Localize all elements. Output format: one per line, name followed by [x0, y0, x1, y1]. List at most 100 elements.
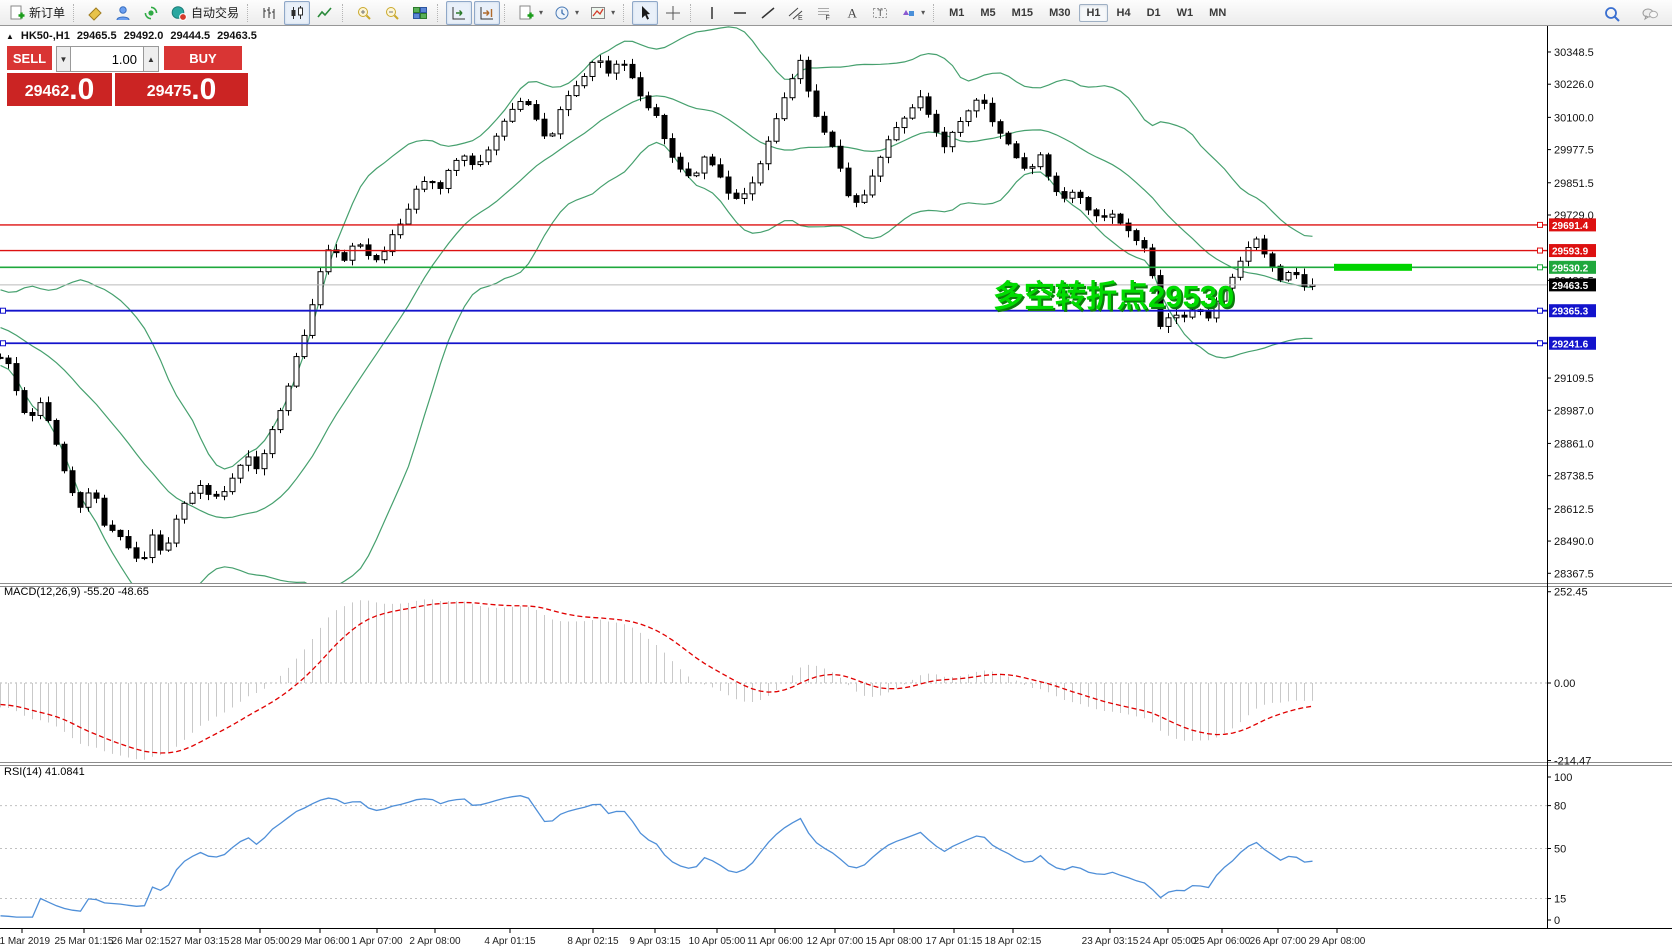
indicators-menu-button[interactable]: ▾: [585, 1, 619, 25]
svg-text:27 Mar 03:15: 27 Mar 03:15: [171, 936, 230, 947]
svg-text:252.45: 252.45: [1554, 587, 1588, 599]
highlight-segment[interactable]: [1334, 263, 1412, 271]
svg-text:4 Apr 01:15: 4 Apr 01:15: [484, 936, 536, 947]
chevron-down-icon: ▾: [539, 8, 544, 17]
svg-text:26 Mar 02:15: 26 Mar 02:15: [112, 936, 171, 947]
symbol-period-label: HK50-,H1: [20, 30, 70, 42]
new-order-button[interactable]: 新订单: [4, 1, 69, 25]
price-tag: 29691.4: [1549, 218, 1596, 232]
timeframe-d1-button[interactable]: D1: [1146, 6, 1161, 19]
zoom-in-button[interactable]: [351, 1, 377, 25]
timeframe-m1-button[interactable]: M1: [949, 6, 965, 19]
tile-windows-button[interactable]: [407, 1, 433, 25]
volume-input[interactable]: 1.00: [71, 46, 143, 72]
timeframe-m5-button[interactable]: M5: [980, 6, 996, 19]
ohlc-low: 29444.5: [170, 30, 211, 42]
svg-text:28367.5: 28367.5: [1554, 568, 1594, 580]
trendline-tool-button[interactable]: [755, 1, 781, 25]
svg-text:29241.6: 29241.6: [1552, 339, 1589, 350]
timeframe-h1-button[interactable]: H1: [1079, 3, 1108, 22]
linechart-icon: [317, 6, 332, 17]
svg-text:25 Mar 01:15: 25 Mar 01:15: [55, 936, 114, 947]
chart-shift-icon: [480, 6, 494, 19]
svg-text:30100.0: 30100.0: [1554, 112, 1594, 124]
chart-title: ▲ HK50-,H1 29465.5 29492.0 29444.5 29463…: [6, 30, 257, 42]
sell-button[interactable]: SELL: [7, 46, 52, 72]
ohlc-open: 29465.5: [76, 30, 117, 42]
svg-text:28861.0: 28861.0: [1554, 438, 1594, 450]
macd-histogram: [0, 599, 1313, 760]
zoom-out-button[interactable]: [379, 1, 405, 25]
profile-button[interactable]: [110, 1, 136, 25]
svg-text:29109.5: 29109.5: [1554, 373, 1594, 385]
horizontal-line[interactable]: [0, 307, 1547, 314]
horizontal-line[interactable]: [0, 340, 1547, 347]
timeframe-mn-button[interactable]: MN: [1209, 6, 1227, 19]
new-order-icon: [519, 5, 534, 19]
line-chart-button[interactable]: [312, 1, 338, 25]
svg-text:12 Apr 07:00: 12 Apr 07:00: [807, 936, 864, 947]
auto-scroll-button[interactable]: [446, 0, 473, 25]
buy-price-main: 29475: [146, 83, 192, 100]
price-tag: 29463.5: [1549, 278, 1596, 292]
vline-icon: [711, 6, 713, 19]
timeframe-m15-button[interactable]: M15: [1011, 6, 1034, 19]
textbox-tool-button[interactable]: T: [867, 1, 893, 25]
volume-up-button[interactable]: ▲: [143, 46, 159, 72]
svg-text:21 Mar 2019: 21 Mar 2019: [0, 936, 51, 947]
macd-signal-line: [0, 601, 1313, 754]
cursor-tool-button[interactable]: [632, 0, 659, 25]
buy-price[interactable]: 29475.0: [115, 73, 248, 106]
svg-text:24 Apr 05:00: 24 Apr 05:00: [1140, 936, 1197, 947]
svg-text:15: 15: [1554, 894, 1566, 906]
vline-tool-button[interactable]: [699, 1, 725, 25]
textbox-icon: T: [873, 7, 888, 18]
shapes-menu-button[interactable]: ▾: [895, 1, 929, 25]
svg-text:A: A: [848, 5, 858, 20]
sell-price[interactable]: 29462.0: [7, 73, 112, 106]
text-tool-button[interactable]: A: [839, 1, 865, 25]
new-order-menu-button[interactable]: ▾: [513, 1, 547, 25]
timeframe-h4-button[interactable]: H4: [1116, 6, 1131, 19]
buy-button[interactable]: BUY: [164, 46, 242, 72]
toolbar-separator: [437, 3, 442, 22]
chart-shift-button[interactable]: [474, 0, 501, 25]
signals-button[interactable]: [138, 1, 164, 25]
chart-annotation-text[interactable]: 多空转折点29530: [993, 279, 1235, 314]
autotrade-button[interactable]: 自动交易: [166, 1, 243, 25]
crosshair-tool-button[interactable]: [660, 1, 686, 25]
autotrade-icon: [171, 5, 187, 21]
svg-text:26 Apr 07:00: 26 Apr 07:00: [1250, 936, 1307, 947]
fibonacci-tool-button[interactable]: F: [811, 1, 837, 25]
horizontal-line[interactable]: [0, 221, 1547, 228]
svg-text:23 Apr 03:15: 23 Apr 03:15: [1082, 936, 1139, 947]
price-axis[interactable]: 30348.530226.030100.029977.529851.529729…: [1547, 47, 1594, 927]
volume-down-button[interactable]: ▼: [56, 46, 71, 72]
search-button[interactable]: [1599, 2, 1625, 26]
hline-tool-button[interactable]: [727, 1, 753, 25]
eraser-tool-button[interactable]: [82, 1, 108, 25]
main-price-pane: [0, 26, 1547, 583]
chat-icon: [1642, 8, 1658, 21]
community-chat-button[interactable]: [1637, 2, 1663, 26]
tile-icon: [413, 6, 428, 19]
macd-pane: [0, 599, 1547, 760]
one-click-trade-panel: SELL ▼ 1.00 ▲ BUY 29462.0 29475.0: [7, 46, 248, 106]
rsi-pane: [0, 795, 1547, 918]
svg-text:29 Apr 08:00: 29 Apr 08:00: [1309, 936, 1366, 947]
candle-chart-button[interactable]: [284, 0, 311, 25]
timeframes-menu-button[interactable]: ▾: [549, 1, 583, 25]
toolbar-separator: [504, 3, 509, 22]
timeframe-w1-button[interactable]: W1: [1176, 6, 1194, 19]
svg-text:0: 0: [1554, 915, 1560, 927]
timeframe-m30-button[interactable]: M30: [1049, 6, 1071, 19]
bar-chart-button[interactable]: [256, 1, 282, 25]
horizontal-line[interactable]: [0, 264, 1547, 271]
svg-text:28 Mar 05:00: 28 Mar 05:00: [231, 936, 290, 947]
zoom-out-icon: [386, 6, 399, 20]
channel-tool-button[interactable]: E: [783, 1, 809, 25]
collapse-panel-icon[interactable]: ▲: [6, 31, 14, 41]
horizontal-line[interactable]: [0, 247, 1547, 254]
